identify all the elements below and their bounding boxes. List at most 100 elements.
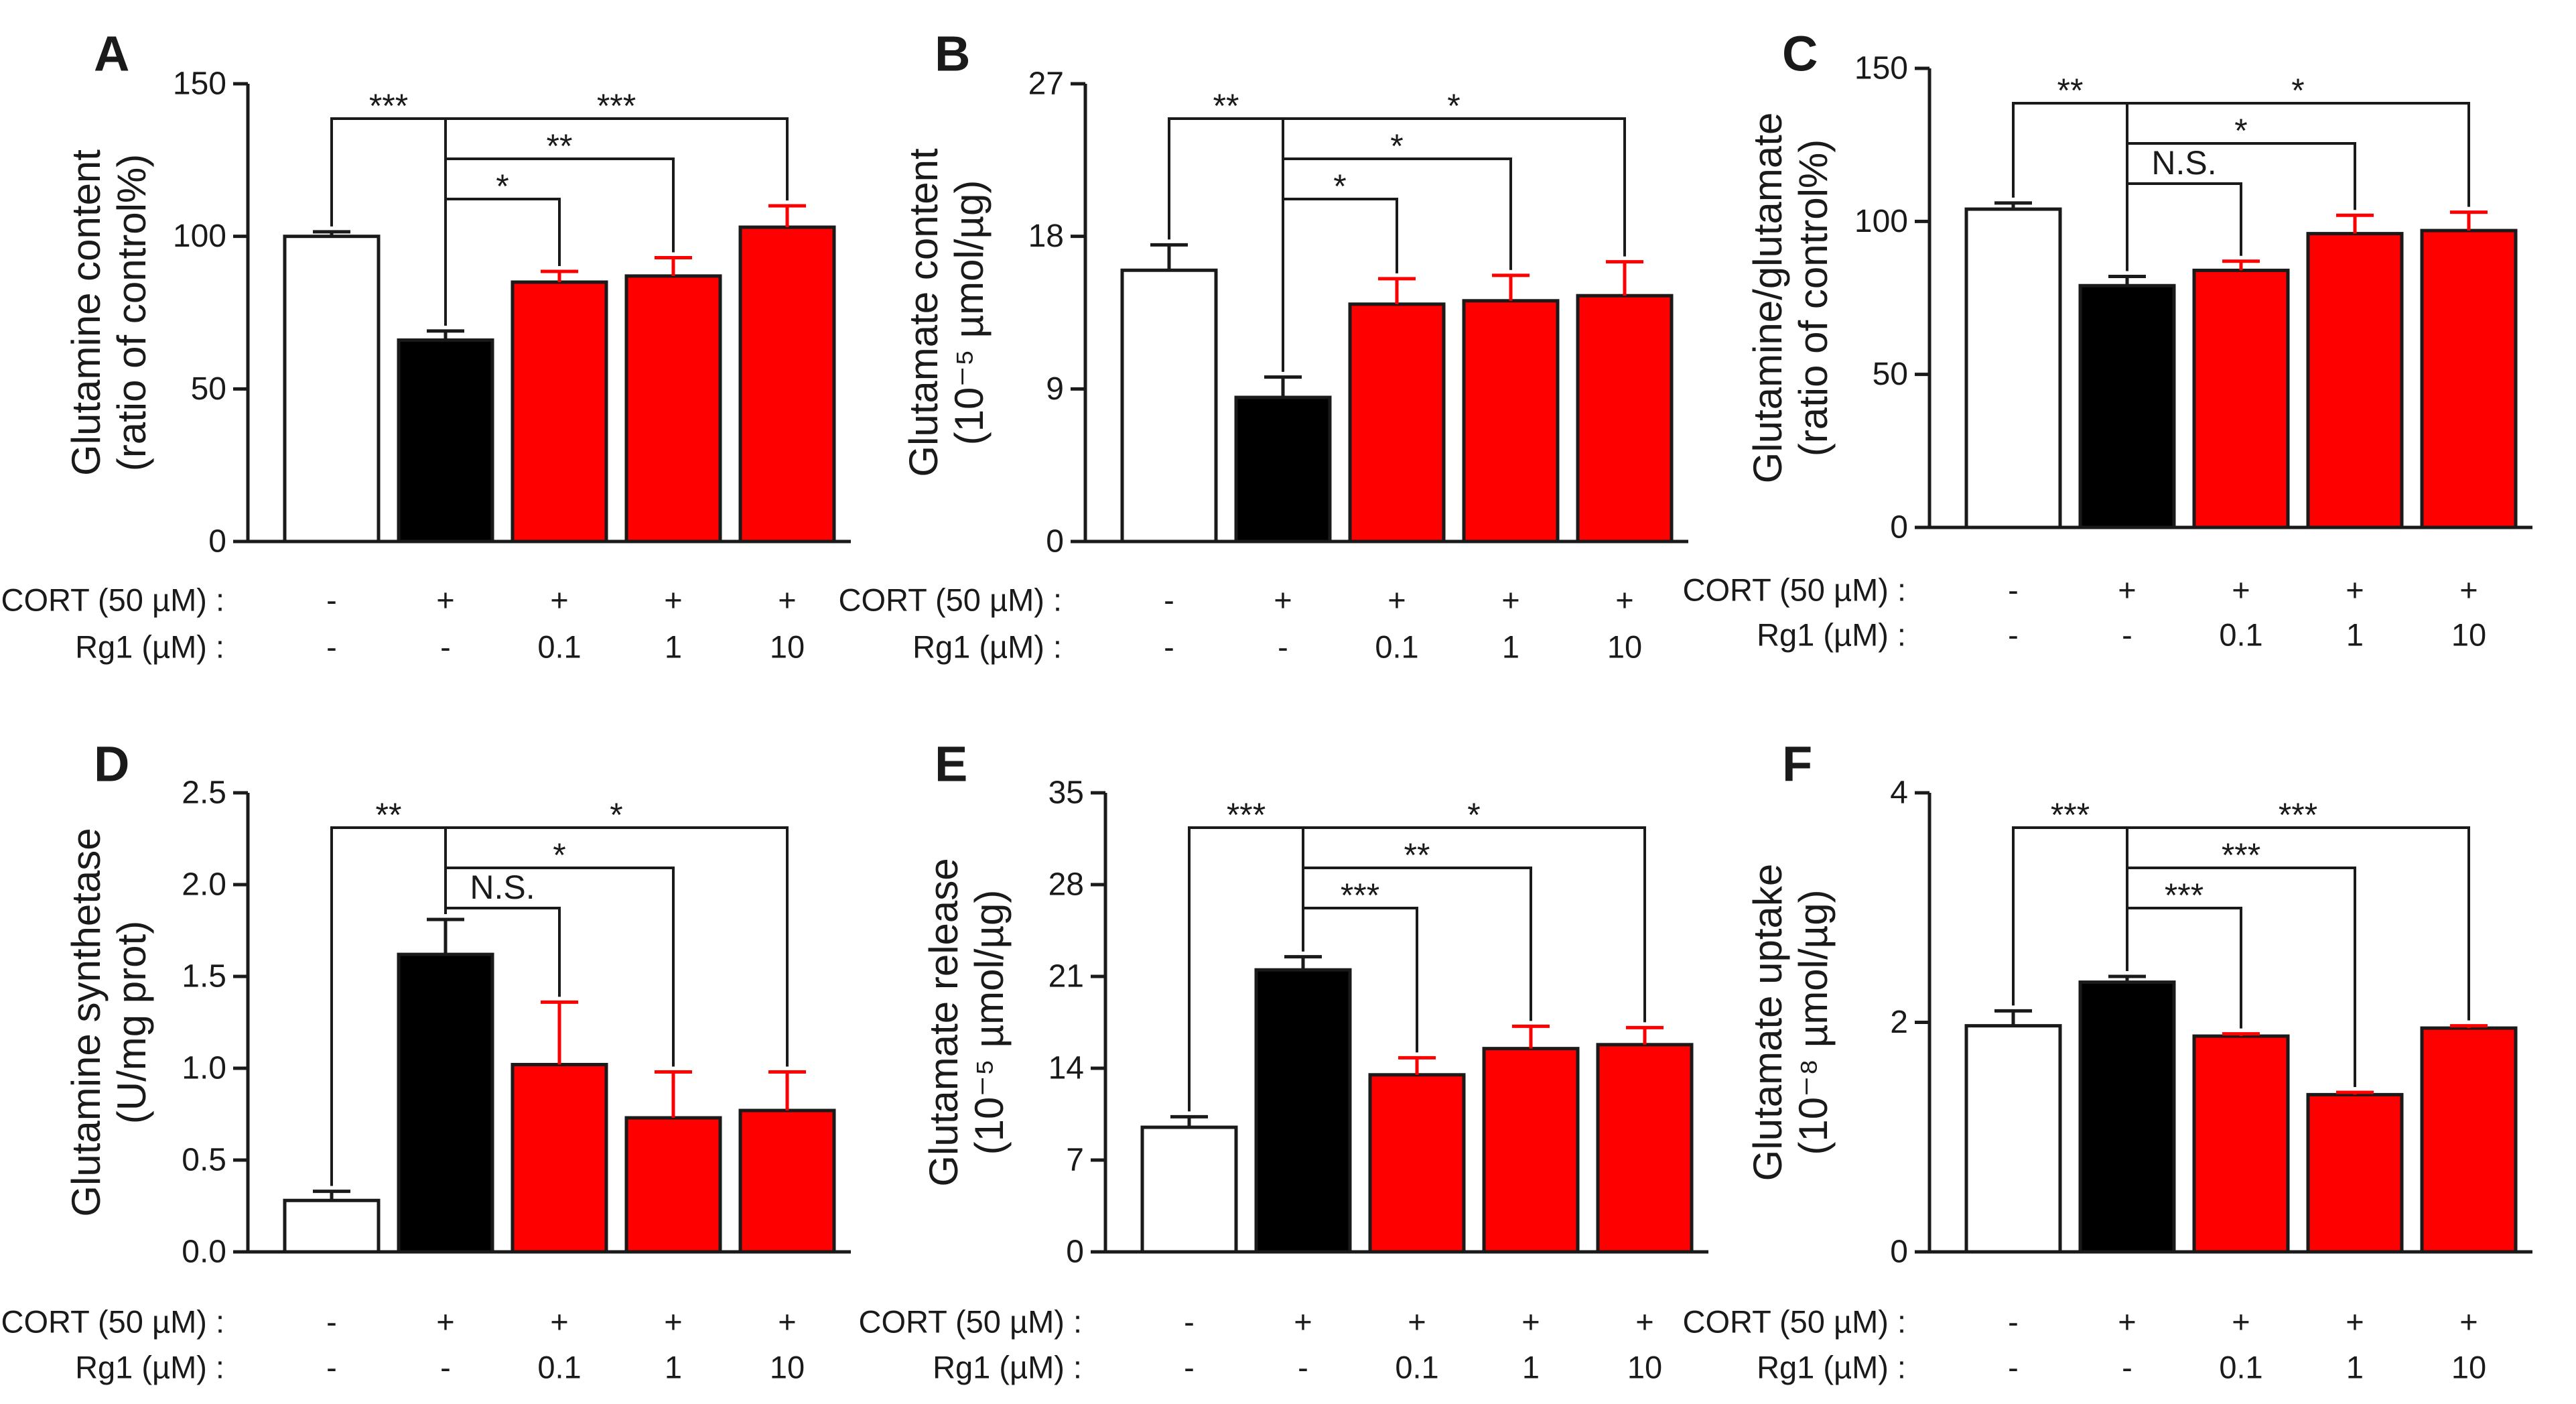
cort-value: + — [664, 1304, 682, 1340]
significance-label: *** — [2279, 796, 2317, 834]
y-tick-label: 1.0 — [182, 1051, 226, 1086]
cort-value: + — [2346, 1304, 2364, 1340]
bar — [1462, 299, 1560, 544]
cort-value: + — [550, 1304, 568, 1340]
bar — [1482, 1047, 1580, 1254]
bar — [738, 225, 836, 544]
rg1-value: 1 — [1522, 1350, 1540, 1385]
y-tick-label: 0.5 — [182, 1143, 226, 1178]
y-axis-label-line: Glutamate content — [901, 148, 946, 477]
cort-value: - — [326, 582, 337, 618]
rg1-value: - — [440, 629, 451, 665]
rg1-value: - — [1298, 1350, 1308, 1385]
bar — [1234, 395, 1332, 544]
significance-bracket — [444, 907, 561, 997]
significance-bracket — [1282, 198, 1398, 372]
rg1-value: 0.1 — [2219, 617, 2262, 653]
rg1-value: 10 — [770, 1350, 805, 1385]
rg1-value: 0.1 — [1375, 629, 1418, 665]
y-tick-label: 1.5 — [182, 959, 226, 995]
significance-bracket — [444, 198, 561, 326]
cort-value: + — [436, 582, 454, 618]
rg1-row-label: Rg1 (µM) : — [933, 1350, 1082, 1385]
rg1-row-label: Rg1 (µM) : — [1757, 617, 1906, 653]
significance-label: N.S. — [2151, 144, 2216, 182]
cort-row-label: CORT (50 µM) : — [1683, 1304, 1907, 1340]
bar — [2192, 268, 2290, 529]
significance-bracket — [444, 117, 789, 326]
rg1-row-label: Rg1 (µM) : — [75, 1350, 224, 1385]
y-tick-label: 28 — [1048, 867, 1084, 903]
cort-value: + — [2118, 1304, 2136, 1340]
panel-b: B Glutamate content(10⁻⁵ µmol/µg) 0 9 18 27 CO… — [839, 26, 1688, 665]
cort-value: + — [1501, 582, 1519, 618]
cort-value: + — [2459, 572, 2478, 608]
cort-value: + — [664, 582, 682, 618]
rg1-value: 1 — [665, 1350, 682, 1385]
significance-label: ** — [2057, 72, 2084, 109]
bar — [1576, 294, 1674, 544]
bar — [1348, 302, 1446, 544]
y-tick-label: 150 — [1854, 51, 1908, 86]
panel-letter: F — [1782, 737, 1812, 792]
y-tick-label: 0 — [1890, 510, 1908, 546]
significance-bracket — [2126, 907, 2242, 1029]
significance-label: *** — [597, 87, 636, 125]
y-axis-label-line: (10⁻⁵ µmol/µg) — [967, 890, 1012, 1155]
bar — [283, 1198, 381, 1254]
bar — [2306, 232, 2404, 529]
bar — [2078, 980, 2176, 1254]
cort-value: + — [1274, 582, 1292, 618]
significance-label: * — [1467, 796, 1480, 834]
significance-label: * — [1390, 127, 1403, 165]
y-tick-label: 4 — [1890, 775, 1908, 811]
panel-d: D Glutamine synthetase(U/mg prot) 0.0 0.5 1.… — [1, 737, 851, 1385]
bar — [397, 952, 494, 1254]
rg1-value: - — [326, 629, 337, 665]
y-axis-label: Glutamate release(10⁻⁵ µmol/µg) — [921, 858, 1012, 1186]
significance-label: *** — [2051, 796, 2090, 834]
cort-value: + — [2232, 1304, 2250, 1340]
cort-value: - — [326, 1304, 337, 1340]
y-tick-label: 2.0 — [182, 867, 226, 903]
significance-bracket — [2126, 826, 2470, 1021]
rg1-value: 0.1 — [2219, 1350, 2262, 1385]
significance-label: * — [1447, 87, 1460, 125]
panel-letter: E — [935, 737, 967, 792]
significance-label: * — [1333, 168, 1346, 205]
bar — [2306, 1092, 2404, 1254]
rg1-value: - — [1278, 629, 1288, 665]
rg1-row-label: Rg1 (µM) : — [1757, 1350, 1906, 1385]
rg1-value: - — [1164, 629, 1174, 665]
significance-bracket — [2126, 102, 2470, 271]
panel-letter: D — [94, 737, 129, 792]
rg1-value: 10 — [770, 629, 805, 665]
bar — [2192, 1034, 2290, 1254]
y-tick-label: 0 — [208, 524, 226, 560]
significance-bracket — [1302, 826, 1646, 1023]
bar — [624, 1116, 722, 1254]
panel-a: A Glutamine content(ratio of control%) 0 50… — [1, 26, 851, 665]
cort-value: + — [1294, 1304, 1312, 1340]
bar — [1964, 1024, 2062, 1254]
y-tick-label: 100 — [173, 218, 226, 254]
y-tick-label: 14 — [1048, 1051, 1084, 1086]
y-axis-label-line: Glutamine/glutamate — [1745, 113, 1790, 484]
rg1-value: - — [440, 1350, 451, 1385]
cort-value: + — [2232, 572, 2250, 608]
y-axis-label: Glutamine synthetase(U/mg prot) — [64, 828, 154, 1216]
significance-bracket — [2126, 182, 2242, 271]
y-axis-label-line: Glutamate release — [921, 858, 966, 1186]
bar — [1368, 1073, 1466, 1254]
panel-c: C Glutamine/glutamate(ratio of control%) 0… — [1683, 26, 2532, 653]
rg1-value: 1 — [665, 629, 682, 665]
rg1-value: 0.1 — [537, 1350, 581, 1385]
bar — [1964, 207, 2062, 529]
y-tick-label: 35 — [1048, 775, 1084, 811]
panel-letter: B — [935, 26, 970, 82]
bar — [624, 274, 722, 544]
y-axis-label: Glutamate content(10⁻⁵ µmol/µg) — [901, 148, 992, 477]
y-tick-label: 100 — [1854, 204, 1908, 239]
rg1-value: - — [1184, 1350, 1195, 1385]
cort-value: + — [1635, 1304, 1653, 1340]
